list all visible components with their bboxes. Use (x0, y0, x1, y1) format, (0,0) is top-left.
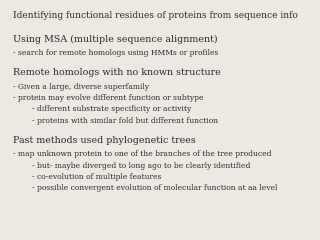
Text: - but- maybe diverged to long ago to be clearly identified: - but- maybe diverged to long ago to be … (32, 162, 250, 169)
Text: Past methods used phylogenetic trees: Past methods used phylogenetic trees (13, 136, 196, 145)
Text: - map unknown protein to one of the branches of the tree produced: - map unknown protein to one of the bran… (13, 150, 271, 158)
Text: Remote homologs with no known structure: Remote homologs with no known structure (13, 68, 220, 77)
Text: Identifying functional residues of proteins from sequence info: Identifying functional residues of prote… (13, 11, 298, 20)
Text: - Given a large, diverse superfamily: - Given a large, diverse superfamily (13, 83, 149, 91)
Text: - search for remote homologs using HMMs or profiles: - search for remote homologs using HMMs … (13, 49, 218, 57)
Text: Using MSA (multiple sequence alignment): Using MSA (multiple sequence alignment) (13, 35, 217, 44)
Text: - co-evolution of multiple features: - co-evolution of multiple features (32, 173, 161, 181)
Text: - protein may evolve different function or subtype: - protein may evolve different function … (13, 94, 203, 102)
Text: - possible convergent evolution of molecular function at aa level: - possible convergent evolution of molec… (32, 184, 277, 192)
Text: - proteins with similar fold but different function: - proteins with similar fold but differe… (32, 117, 218, 125)
Text: - different substrate specificity or activity: - different substrate specificity or act… (32, 105, 191, 113)
